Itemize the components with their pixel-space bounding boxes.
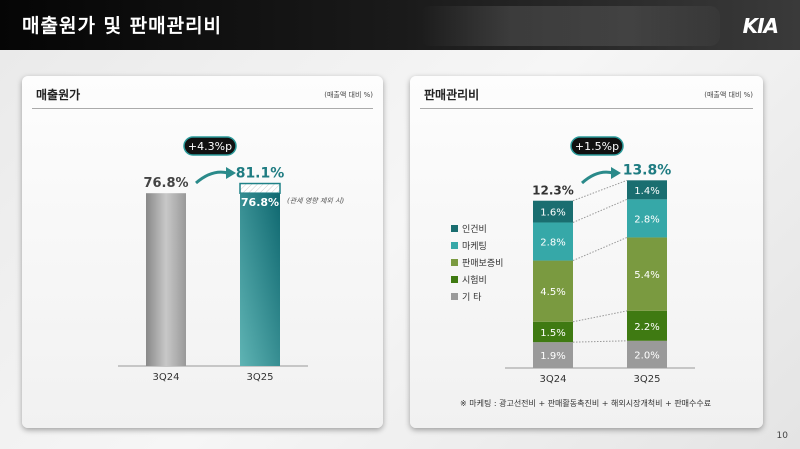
trend-arrow <box>195 170 229 185</box>
change-badge-label: +1.5%p <box>575 140 619 153</box>
segment-label: 1.5% <box>540 328 565 339</box>
trend-arrow-head <box>226 167 236 179</box>
connector-line <box>572 198 628 223</box>
change-badge <box>183 136 237 156</box>
total-label: 13.8% <box>623 162 672 178</box>
connector-line <box>572 310 628 323</box>
cost-of-sales-panel: 매출원가 (매출액 대비 %) <box>22 76 383 428</box>
legend-label: 시험비 <box>462 275 487 286</box>
bar-label: 81.1% <box>236 166 285 182</box>
total-label: 12.3% <box>532 184 574 198</box>
stack-segment-판매보증비 <box>627 237 667 311</box>
bar-label: 76.8% <box>143 176 188 191</box>
tariff-effect-segment <box>239 182 281 194</box>
trend-arrow <box>580 170 614 185</box>
legend-swatch <box>451 293 458 300</box>
legend-label: 판매보증비 <box>462 258 503 269</box>
inner-label: 76.8% <box>241 196 279 209</box>
stack-segment-판매보증비 <box>533 260 573 322</box>
segment-label: 4.5% <box>540 287 565 298</box>
segment-label: 1.9% <box>540 351 565 362</box>
x-tick-label: 3Q24 <box>540 374 567 385</box>
panel-title: 판매관리비 <box>424 88 480 102</box>
stack-segment-기타 <box>533 342 573 368</box>
legend-label: 인건비 <box>462 224 487 235</box>
x-tick-label: 3Q25 <box>634 374 661 385</box>
panel-unit: (매출액 대비 %) <box>324 91 373 99</box>
divider <box>420 108 753 109</box>
x-tick-label: 3Q24 <box>153 372 180 383</box>
change-badge <box>570 136 624 156</box>
page-title: 매출원가 및 판매관리비 <box>22 15 223 37</box>
header: 매출원가 및 판매관리비 KIA <box>0 0 800 50</box>
header-car-image <box>420 6 720 46</box>
kia-logo: KIA <box>742 14 779 38</box>
stack-segment-시험비 <box>533 321 573 343</box>
legend-label: 기 타 <box>462 292 482 303</box>
stack-segment-인건비 <box>627 180 667 200</box>
stack-segment-마케팅 <box>533 222 573 261</box>
change-badge-label: +4.3%p <box>188 140 232 153</box>
connector-line <box>572 340 628 343</box>
connector-line <box>572 236 628 262</box>
stack-segment-시험비 <box>627 310 667 341</box>
legend-label: 마케팅 <box>462 241 487 252</box>
bar-3Q25 <box>240 193 280 366</box>
segment-label: 5.4% <box>634 270 659 281</box>
segment-label: 1.4% <box>634 186 659 197</box>
panel-title: 매출원가 <box>36 88 81 102</box>
legend-swatch <box>451 259 458 266</box>
segment-label: 2.8% <box>634 214 659 225</box>
x-tick-label: 3Q25 <box>247 372 274 383</box>
footnote: ※ 마케팅 : 광고선전비 + 판매활동촉진비 + 해외시장개척비 + 판매수수… <box>460 399 712 408</box>
stack-segment-기타 <box>627 340 667 368</box>
segment-label: 2.8% <box>540 238 565 249</box>
page-number: 10 <box>776 431 788 441</box>
legend-swatch <box>451 225 458 232</box>
sga-panel: 판매관리비 (매출액 대비 %) ※ 마케팅 : 광고선전비 + 판매활동촉진비… <box>410 76 763 428</box>
legend-swatch <box>451 276 458 283</box>
segment-label: 2.2% <box>634 322 659 333</box>
divider <box>32 108 373 109</box>
annotation: (관세 영향 제외 시) <box>287 197 344 205</box>
stack-segment-인건비 <box>533 200 573 223</box>
connector-line <box>572 179 628 202</box>
stack-segment-마케팅 <box>627 199 667 238</box>
trend-arrow-head <box>611 167 621 179</box>
segment-label: 1.6% <box>540 208 565 219</box>
panel-unit: (매출액 대비 %) <box>704 91 753 99</box>
segment-label: 2.0% <box>634 350 659 361</box>
legend-swatch <box>451 242 458 249</box>
bar-3Q24 <box>146 193 186 366</box>
